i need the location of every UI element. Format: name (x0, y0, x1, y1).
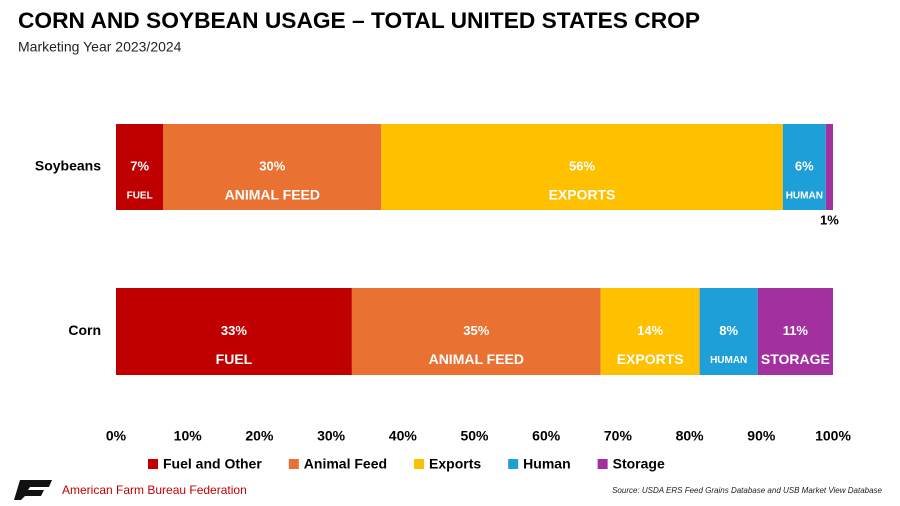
value-label: 33% (221, 323, 247, 338)
legend-label: Storage (613, 456, 665, 472)
logo (14, 480, 52, 500)
organization: American Farm Bureau Federation (62, 483, 247, 497)
legend-label: Animal Feed (304, 456, 387, 472)
segment-label: EXPORTS (549, 187, 616, 203)
segment-label: FUEL (127, 191, 153, 202)
value-label: 6% (795, 158, 814, 173)
segment-label: FUEL (216, 351, 253, 367)
bar-segment (116, 124, 164, 210)
bar-segment (600, 288, 700, 375)
x-tick-label: 70% (604, 428, 633, 444)
x-tick-label: 0% (106, 428, 127, 444)
x-tick-label: 100% (815, 428, 851, 444)
chart-title: CORN AND SOYBEAN USAGE – TOTAL UNITED ST… (18, 8, 700, 33)
legend-swatch (508, 459, 519, 469)
value-label: 56% (569, 158, 595, 173)
value-label: 35% (463, 323, 489, 338)
segment-label: HUMAN (710, 355, 747, 366)
bar-segment (351, 288, 601, 375)
segment-label: ANIMAL FEED (429, 351, 524, 367)
legend-swatch (597, 459, 608, 469)
value-label: 11% (783, 323, 809, 338)
segment-label: EXPORTS (617, 351, 684, 367)
category-label: Soybeans (35, 158, 101, 174)
legend-swatch (288, 459, 299, 469)
x-tick-label: 10% (174, 428, 203, 444)
x-tick-label: 80% (676, 428, 705, 444)
value-label: 8% (719, 323, 738, 338)
segment-label: ANIMAL FEED (225, 187, 320, 203)
bar-segment (782, 124, 826, 210)
bar-segment (381, 124, 783, 210)
x-tick-label: 40% (389, 428, 418, 444)
value-label: 30% (259, 158, 285, 173)
x-tick-label: 60% (532, 428, 561, 444)
legend-swatch (414, 459, 425, 469)
value-label: 14% (637, 323, 663, 338)
segment-label: STORAGE (761, 351, 830, 367)
bar-segment (757, 288, 833, 375)
category-label: Corn (68, 322, 101, 338)
bar-segment (116, 288, 352, 375)
value-label: 7% (130, 158, 149, 173)
legend-label: Exports (429, 456, 481, 472)
x-tick-label: 50% (460, 428, 489, 444)
legend-label: Fuel and Other (163, 456, 262, 472)
legend-swatch (148, 459, 158, 469)
value-label: 1% (820, 212, 839, 227)
chart-subtitle: Marketing Year 2023/2024 (18, 39, 182, 55)
x-tick-label: 30% (317, 428, 346, 444)
bar-segment (699, 288, 758, 375)
legend-label: Human (523, 456, 570, 472)
bar-segment (163, 124, 382, 210)
x-tick-label: 90% (747, 428, 776, 444)
bar-segment (825, 124, 833, 210)
x-tick-label: 20% (245, 428, 274, 444)
segment-label: HUMAN (786, 191, 823, 202)
source: Source: USDA ERS Feed Grains Database an… (612, 486, 882, 495)
